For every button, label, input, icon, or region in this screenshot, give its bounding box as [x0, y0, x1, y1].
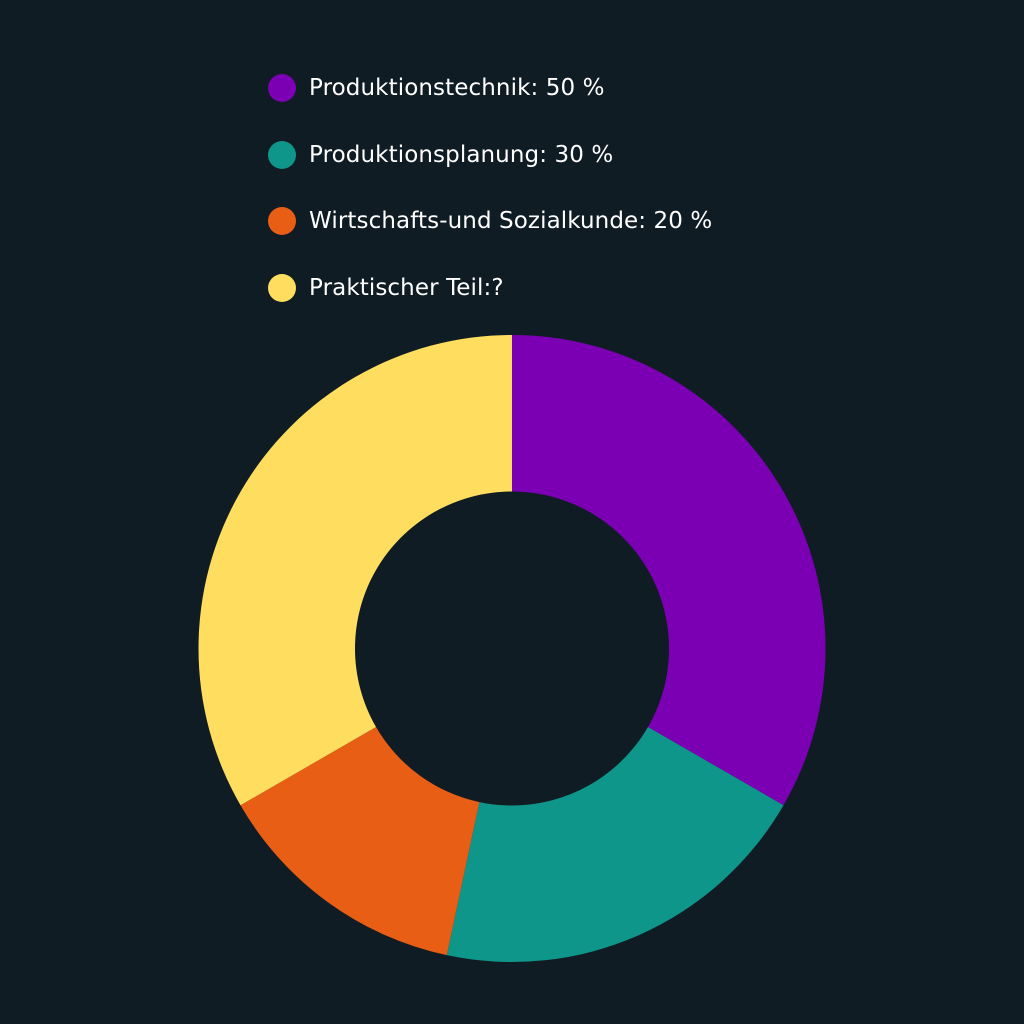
legend-label-praktischer-teil: Praktischer Teil:? [309, 274, 504, 301]
donut-slice-produktionstechnik [512, 335, 826, 806]
legend-swatch-wirtschafts-und-sozialkunde [268, 207, 296, 235]
legend-item-produktionstechnik: Produktionstechnik: 50 % [268, 66, 712, 110]
legend-item-produktionsplanung: Produktionsplanung: 30 % [268, 133, 712, 177]
legend-item-praktischer-teil: Praktischer Teil:? [268, 266, 712, 310]
legend-swatch-produktionstechnik [268, 74, 296, 102]
legend-label-wirtschafts-und-sozialkunde: Wirtschafts-und Sozialkunde: 20 % [309, 208, 713, 234]
legend-swatch-praktischer-teil [268, 273, 296, 302]
legend-label-produktionsplanung: Produktionsplanung: 30 % [309, 141, 614, 168]
legend-swatch-produktionsplanung [268, 140, 296, 169]
donut-slice-wirtschafts-und-sozialkunde [240, 727, 480, 956]
donut-slice-praktischer-teil [198, 335, 512, 806]
donut-slice-produktionsplanung [446, 727, 784, 962]
chart-legend: Produktionstechnik: 50 % Produktionsplan… [268, 66, 712, 332]
legend-item-wirtschafts-und-sozialkunde: Wirtschafts-und Sozialkunde: 20 % [268, 199, 712, 243]
legend-label-produktionstechnik: Produktionstechnik: 50 % [309, 75, 605, 101]
